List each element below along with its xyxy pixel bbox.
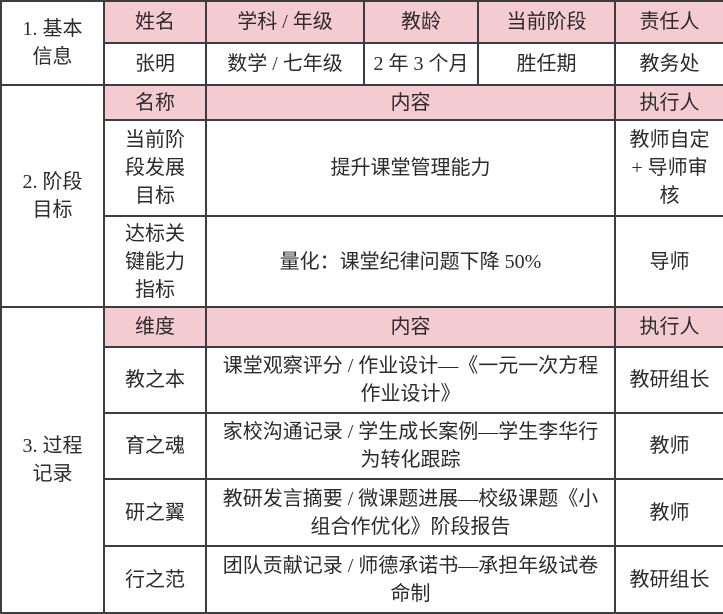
basic-value-teaching-age: 2 年 3 个月 [363,42,479,86]
stage-goal-row-content: 量化：课堂纪律问题下降 50% [205,215,616,308]
process-records-header-content: 内容 [205,306,616,348]
process-record-dimension: 行之范 [103,545,207,614]
section-process-records-label: 3. 过程 记录 [0,306,105,614]
table-row: 研之翼 教研发言摘要 / 微课题进展—校级课题《小组合作优化》阶段报告 教师 [1,478,723,547]
process-records-header-executor: 执行人 [614,306,723,348]
basic-value-name: 张明 [103,42,207,86]
stage-goal-row-executor: 导师 [614,215,723,308]
basic-value-current-stage: 胜任期 [477,42,616,86]
stage-goal-row-executor: 教师自定 + 导师审核 [614,119,723,217]
stage-goal-row-name: 当前阶 段发展 目标 [103,119,207,217]
basic-header-current-stage: 当前阶段 [477,0,616,44]
process-record-executor: 教研组长 [614,346,723,414]
process-record-executor: 教师 [614,478,723,547]
process-record-content: 教研发言摘要 / 微课题进展—校级课题《小组合作优化》阶段报告 [205,478,616,547]
basic-value-responsible: 教务处 [614,42,723,86]
section-stage-goals-label: 2. 阶段 目标 [0,84,105,308]
stage-goal-row-content: 提升课堂管理能力 [205,119,616,217]
basic-header-responsible: 责任人 [614,0,723,44]
table-row: 教之本 课堂观察评分 / 作业设计—《一元一次方程作业设计》 教研组长 [1,346,723,414]
basic-header-name: 姓名 [103,0,207,44]
table-row: 达标关 键能力 指标 量化：课堂纪律问题下降 50% 导师 [1,215,723,308]
stage-goals-header-name: 名称 [103,84,207,121]
process-record-dimension: 育之魂 [103,412,207,480]
stage-goals-header-row: 2. 阶段 目标 名称 内容 执行人 [0,84,723,308]
basic-header-subject-grade: 学科 / 年级 [205,0,365,44]
process-records-header-row: 3. 过程 记录 维度 内容 执行人 [0,306,723,614]
table-row: 当前阶 段发展 目标 提升课堂管理能力 教师自定 + 导师审核 [1,119,723,217]
table-row: 育之魂 家校沟通记录 / 学生成长案例—学生李华行为转化跟踪 教师 [1,412,723,480]
basic-value-row: 张明 数学 / 七年级 2 年 3 个月 胜任期 教务处 [1,42,723,86]
process-record-executor: 教师 [614,412,723,480]
process-record-content: 课堂观察评分 / 作业设计—《一元一次方程作业设计》 [205,346,616,414]
process-record-dimension: 研之翼 [103,478,207,547]
basic-header-row: 1. 基本 信息 姓名 学科 / 年级 教龄 当前阶段 责任人 [0,0,723,86]
stage-goals-header-content: 内容 [205,84,616,121]
process-record-content: 家校沟通记录 / 学生成长案例—学生李华行为转化跟踪 [205,412,616,480]
stage-goal-row-name: 达标关 键能力 指标 [103,215,207,308]
process-record-dimension: 教之本 [103,346,207,414]
basic-header-teaching-age: 教龄 [363,0,479,44]
section-basic-label: 1. 基本 信息 [0,0,105,86]
process-record-executor: 教研组长 [614,545,723,614]
process-record-content: 团队贡献记录 / 师德承诺书—承担年级试卷命制 [205,545,616,614]
basic-value-subject-grade: 数学 / 七年级 [205,42,365,86]
table-row: 行之范 团队贡献记录 / 师德承诺书—承担年级试卷命制 教研组长 [1,545,723,614]
stage-goals-header-executor: 执行人 [614,84,723,121]
process-records-header-dimension: 维度 [103,306,207,348]
